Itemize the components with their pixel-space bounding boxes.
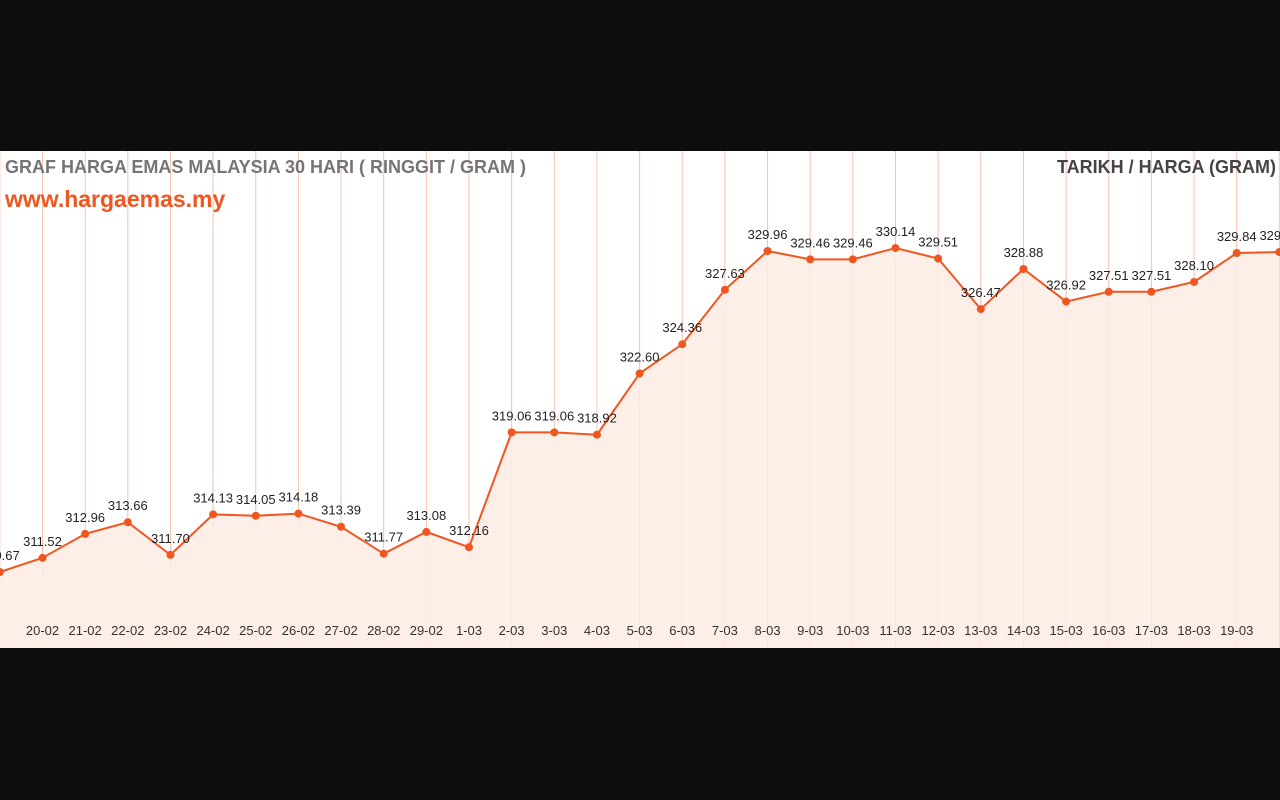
data-point [123, 518, 132, 527]
data-point [1147, 287, 1156, 296]
data-point [848, 255, 857, 264]
data-label: 322.60 [620, 349, 660, 364]
data-label: 329.51 [918, 235, 958, 250]
x-tick-label: 18-03 [1177, 623, 1210, 638]
x-tick-label: 22-02 [111, 623, 144, 638]
data-label: 319.06 [534, 408, 574, 423]
x-tick-label: 24-02 [196, 623, 229, 638]
data-label: 311.70 [151, 531, 190, 546]
data-point [592, 430, 601, 439]
data-point [1062, 297, 1071, 306]
x-tick-label: 25-02 [239, 623, 272, 638]
site-link[interactable]: www.hargaemas.my [5, 186, 226, 212]
x-tick-label: 2-03 [499, 623, 525, 638]
data-label: 318.92 [577, 411, 617, 426]
data-label: 314.13 [193, 490, 233, 505]
data-label: 328.88 [1004, 245, 1044, 260]
x-tick-label: 11-03 [879, 623, 911, 638]
x-tick-label: 27-02 [324, 623, 357, 638]
data-label: 319.06 [492, 408, 532, 423]
data-point [550, 428, 559, 437]
x-tick-label: 10-03 [836, 623, 869, 638]
data-point [465, 543, 473, 552]
x-tick-label: 29-02 [410, 623, 443, 638]
data-label: 311.52 [23, 534, 62, 549]
x-tick-label: 8-03 [755, 623, 781, 638]
x-tick-label: 23-02 [154, 623, 187, 638]
data-point [1275, 248, 1280, 257]
data-label: 312.16 [449, 523, 489, 538]
x-tick-label: 3-03 [541, 623, 567, 638]
chart-title: GRAF HARGA EMAS MALAYSIA 30 HARI ( RINGG… [5, 157, 527, 177]
data-point [294, 509, 303, 518]
data-point [337, 522, 346, 531]
x-tick-label: 13-03 [964, 623, 997, 638]
x-tick-label: 16-03 [1092, 623, 1125, 638]
data-label: 328.10 [1174, 258, 1214, 273]
x-tick-label: 19-03 [1220, 623, 1253, 638]
x-tick-label: 5-03 [627, 623, 653, 638]
data-point [166, 550, 175, 559]
data-label: 329.46 [790, 235, 830, 250]
data-label: 314.18 [279, 490, 319, 505]
x-tick-label: 15-03 [1049, 623, 1082, 638]
x-tick-label: 21-02 [69, 623, 102, 638]
x-tick-label: 7-03 [712, 623, 738, 638]
data-point [976, 305, 985, 314]
data-label: 313.39 [321, 503, 361, 518]
data-point [763, 247, 772, 256]
x-tick-label: 28-02 [367, 623, 400, 638]
data-point [251, 511, 260, 520]
data-point [806, 255, 815, 264]
data-label: 310.67 [0, 548, 20, 563]
x-tick-label: 9-03 [797, 623, 823, 638]
data-label: 326.47 [961, 285, 1001, 300]
x-tick-label: 17-03 [1135, 623, 1168, 638]
data-point [720, 285, 729, 294]
data-point [379, 549, 388, 558]
data-label: 327.51 [1089, 268, 1129, 283]
data-label: 327.51 [1132, 268, 1172, 283]
data-label: 330.14 [876, 224, 916, 239]
data-point [1232, 249, 1241, 258]
data-point [1019, 264, 1028, 273]
data-label: 313.08 [406, 508, 446, 523]
legend-label: TARIKH / HARGA (GRAM) [1057, 157, 1276, 177]
data-label: 311.77 [364, 530, 403, 545]
data-point [678, 340, 687, 349]
data-point [422, 527, 431, 536]
data-label: 329.84 [1217, 229, 1257, 244]
data-label: 329.90 [1259, 228, 1280, 243]
data-label: 326.92 [1046, 278, 1086, 293]
x-tick-label: 6-03 [669, 623, 695, 638]
x-tick-label: 26-02 [282, 623, 315, 638]
data-label: 312.96 [65, 510, 105, 525]
data-point [635, 369, 644, 378]
x-tick-label: 14-03 [1007, 623, 1040, 638]
data-point [507, 428, 516, 437]
data-label: 327.63 [705, 266, 745, 281]
data-point [934, 254, 943, 263]
data-point [891, 244, 900, 253]
data-label: 313.66 [108, 498, 148, 513]
data-point [1190, 277, 1199, 286]
data-point [0, 568, 4, 576]
data-label: 314.05 [236, 492, 276, 507]
x-tick-label: 20-02 [26, 623, 59, 638]
data-point [81, 529, 90, 538]
data-point [209, 510, 218, 519]
data-point [1104, 287, 1113, 296]
x-tick-label: 12-03 [922, 623, 955, 638]
data-label: 324.36 [662, 320, 702, 335]
x-tick-label: 4-03 [584, 623, 610, 638]
data-label: 329.96 [748, 227, 788, 242]
area-fill [0, 248, 1280, 648]
x-tick-label: 1-03 [456, 623, 482, 638]
data-label: 329.46 [833, 235, 873, 250]
data-point [38, 553, 47, 562]
